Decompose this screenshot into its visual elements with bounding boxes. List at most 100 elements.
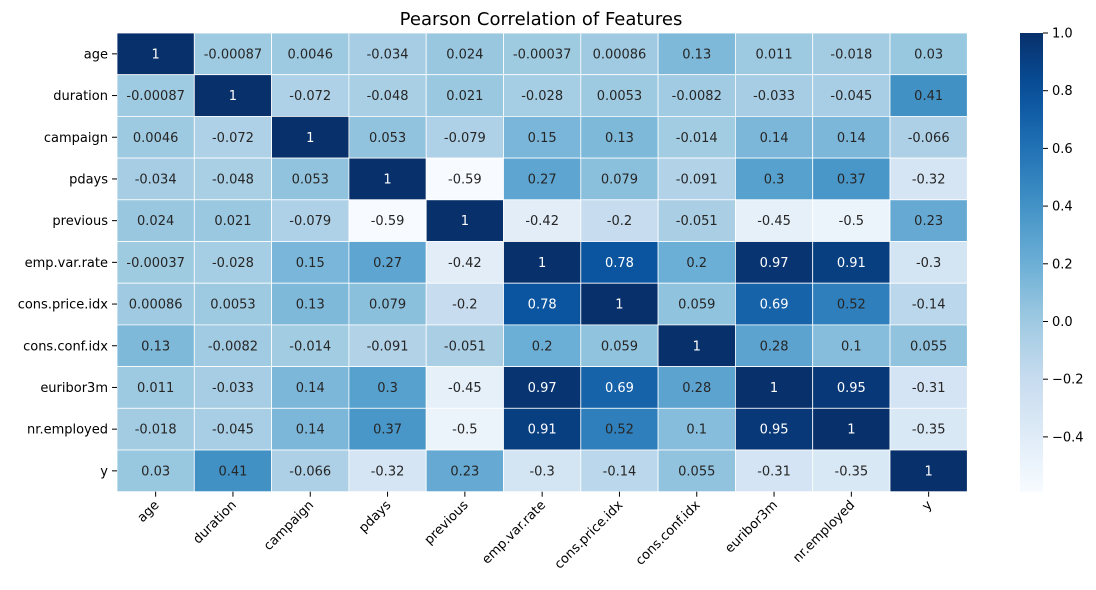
heatmap-cell xyxy=(271,282,350,326)
cell-value-label: 1 xyxy=(152,47,160,62)
heatmap-cell xyxy=(735,282,814,326)
cell-value-label: -0.028 xyxy=(212,256,254,271)
cell-value-label: 1 xyxy=(847,423,855,438)
heatmap-cell xyxy=(580,366,659,409)
cell-value-label: -0.033 xyxy=(212,381,254,396)
cell-value-label: 0.03 xyxy=(141,464,170,479)
cell-value-label: 0.28 xyxy=(682,381,711,396)
cell-value-label: 0.97 xyxy=(760,256,789,271)
heatmap-cell xyxy=(348,157,427,201)
colorbar-tick-label: −0.2 xyxy=(1052,373,1084,388)
cell-value-label: 0.0053 xyxy=(597,89,643,104)
cell-value-label: 0.00086 xyxy=(129,298,183,313)
heatmap-cell xyxy=(348,241,427,284)
heatmap-cell xyxy=(889,116,968,159)
cell-value-label: 0.91 xyxy=(837,256,866,271)
heatmap-cell xyxy=(812,32,891,76)
cell-value-label: -0.079 xyxy=(444,131,486,146)
heatmap-cell xyxy=(425,199,504,242)
heatmap-cell xyxy=(116,32,195,76)
cell-value-label: 0.78 xyxy=(528,298,557,313)
cell-value-label: 1 xyxy=(693,339,701,354)
colorbar-tick-label: 0.0 xyxy=(1052,315,1073,330)
y-tick-label: age xyxy=(84,47,108,62)
y-tick-label: previous xyxy=(52,214,108,229)
cell-value-label: 0.95 xyxy=(760,423,789,438)
cell-value-label: -0.42 xyxy=(448,256,482,271)
cell-value-label: -0.0082 xyxy=(208,339,258,354)
heatmap-cell xyxy=(889,407,968,451)
heatmap-cell xyxy=(812,74,891,117)
cell-value-label: -0.048 xyxy=(367,89,409,104)
cell-value-label: -0.045 xyxy=(830,89,872,104)
y-tick-label: emp.var.rate xyxy=(25,256,108,271)
heatmap-cell xyxy=(348,324,427,367)
cell-value-label: -0.066 xyxy=(908,131,950,146)
heatmap-cell xyxy=(735,407,814,451)
heatmap-cell xyxy=(503,32,582,76)
heatmap-cell xyxy=(735,116,814,159)
cell-value-label: 0.41 xyxy=(218,464,247,479)
cell-value-label: -0.45 xyxy=(757,214,791,229)
cell-value-label: 1 xyxy=(770,381,778,396)
cell-value-label: 0.024 xyxy=(446,47,483,62)
cell-value-label: 0.024 xyxy=(137,214,174,229)
cell-value-label: -0.3 xyxy=(916,256,941,271)
x-axis-tick-labels: age duration campaign pdays previous emp.var.… xyxy=(135,491,936,572)
cell-value-label: 0.52 xyxy=(605,423,634,438)
heatmap-cell xyxy=(348,407,427,451)
x-tick-label: age xyxy=(135,498,163,526)
heatmap-cell xyxy=(271,366,350,409)
cell-value-label: 0.2 xyxy=(686,256,707,271)
x-tick-label: emp.var.rate xyxy=(479,498,549,568)
cell-value-label: 0.78 xyxy=(605,256,634,271)
cell-value-label: 0.14 xyxy=(760,131,789,146)
cell-value-label: 0.27 xyxy=(528,172,557,187)
cell-value-label: 0.011 xyxy=(755,47,792,62)
y-tick-label: duration xyxy=(53,89,108,104)
heatmap-cell xyxy=(580,74,659,117)
cell-value-label: -0.028 xyxy=(521,89,563,104)
heatmap-cell xyxy=(193,449,273,493)
heatmap-cell xyxy=(889,157,968,201)
cell-value-label: 1 xyxy=(229,89,237,104)
cell-value-label: -0.048 xyxy=(212,172,254,187)
cell-value-label: 0.37 xyxy=(373,423,402,438)
heatmap-cell xyxy=(657,282,736,326)
heatmap-cell xyxy=(657,366,736,409)
heatmap-cell xyxy=(657,324,736,367)
heatmap-cell xyxy=(580,199,659,242)
cell-value-label: -0.072 xyxy=(212,131,254,146)
cell-value-label: 0.055 xyxy=(910,339,947,354)
cell-value-label: 0.28 xyxy=(760,339,789,354)
cell-value-label: -0.2 xyxy=(452,298,477,313)
cell-value-label: 0.059 xyxy=(678,298,715,313)
heatmap-cell xyxy=(889,324,968,367)
heatmap-cell xyxy=(271,157,350,201)
heatmap-cell xyxy=(116,241,195,284)
cell-value-label: -0.034 xyxy=(367,47,409,62)
cell-value-label: 0.13 xyxy=(141,339,170,354)
y-tick-label: campaign xyxy=(44,131,108,146)
heatmap-cell xyxy=(889,199,968,242)
heatmap-cell xyxy=(580,116,659,159)
cell-value-label: -0.14 xyxy=(912,298,946,313)
cell-value-label: -0.014 xyxy=(289,339,331,354)
cell-value-label: 0.2 xyxy=(532,339,553,354)
heatmap-cell xyxy=(425,74,504,117)
cell-value-label: -0.018 xyxy=(135,423,177,438)
cell-value-label: 0.27 xyxy=(373,256,402,271)
cell-value-label: 0.1 xyxy=(841,339,862,354)
colorbar xyxy=(1020,33,1043,492)
colorbar-tick-label: 1.0 xyxy=(1052,27,1073,42)
cell-value-label: 0.0046 xyxy=(133,131,179,146)
cell-value-label: -0.00087 xyxy=(126,89,184,104)
heatmap-cell xyxy=(657,74,736,117)
cell-value-label: 0.00086 xyxy=(593,47,647,62)
cell-value-label: -0.051 xyxy=(444,339,486,354)
cell-value-label: 0.0053 xyxy=(210,298,256,313)
cell-value-label: 1 xyxy=(306,131,314,146)
cell-value-label: -0.00037 xyxy=(126,256,184,271)
cell-value-label: -0.014 xyxy=(676,131,718,146)
y-tick-label: y xyxy=(100,464,108,479)
